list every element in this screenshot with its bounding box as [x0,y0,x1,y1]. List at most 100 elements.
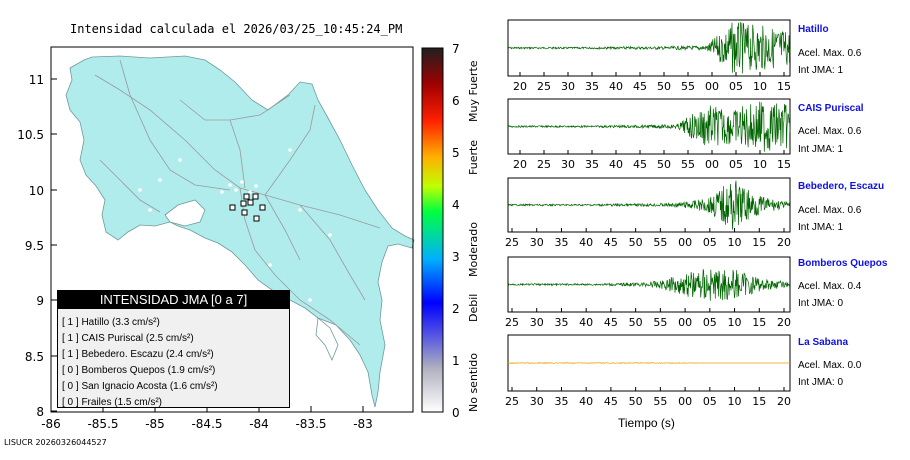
trace-tick-label: 45 [604,236,618,249]
station-acel: Acel. Max. 0.0 [798,360,862,371]
seismogram-panel: 25 30 35 40 45 50 55 00 05 10 15 20 [505,177,791,249]
trace-tick-label: 45 [604,316,618,329]
trace-tick-label: 50 [657,80,671,93]
station-name-cais-puriscal: CAIS Puriscal [798,103,864,114]
map-xtick-label: -83 [353,417,373,431]
seismogram-panel: 25 30 35 40 45 50 55 00 05 10 15 20 [505,334,791,408]
station-int: Int JMA: 1 [798,222,844,233]
trace-tick-label: 25 [505,316,519,329]
map-xtick-label: -83.5 [295,417,326,431]
trace-tick-label: 25 [537,80,551,93]
trace-tick-label: 40 [579,236,593,249]
trace-tick-label: 30 [530,316,544,329]
trace-tick-label: 05 [729,158,743,171]
trace-tick-label: 00 [705,158,719,171]
trace-tick-label: 35 [554,316,568,329]
legend-row: [ 1 ] Hatillo (3.3 cm/s²) [62,317,160,328]
legend-row: [ 1 ] CAIS Puriscal (2.5 cm/s²) [62,333,194,344]
intensity-legend: INTENSIDAD JMA [0 a 7] [ 1 ] Hatillo (3.… [57,290,290,408]
trace-tick-label: 30 [561,80,575,93]
waveform-line [507,180,791,230]
map-ytick-label: 10 [29,184,44,198]
waveform-line [507,361,790,365]
trace-tick-label: 00 [678,236,692,249]
trace-tick-label: 15 [752,395,766,408]
station-int: Int JMA: 0 [798,377,844,388]
map-ytick-label: 9.5 [25,239,44,253]
waveform-line [507,101,791,152]
colorbar [421,47,444,413]
map-frame [50,46,414,413]
trace-tick-label: 05 [703,395,717,408]
trace-tick-label: 40 [579,316,593,329]
map-xtick-label: -84.5 [191,417,222,431]
colorbar-tick: 6 [452,94,460,108]
trace-tick-label: 50 [629,236,643,249]
map-xtick-label: -84 [249,417,269,431]
trace-tick-label: 55 [681,158,695,171]
seismogram-panel: 25 30 35 40 45 50 55 00 05 10 15 20 [505,256,791,329]
waveform-line [507,269,791,301]
trace-tick-label: 40 [609,80,623,93]
station-int: Int JMA: 1 [798,144,844,155]
trace-tick-label: 30 [530,236,544,249]
map-title: Intensidad calculada el 2026/03/25_10:45… [70,22,403,36]
trace-tick-label: 45 [633,158,647,171]
colorbar-label-debil: Debil [467,294,480,322]
trace-tick-label: 45 [604,395,618,408]
trace-tick-label: 25 [537,158,551,171]
station-name-bebedero: Bebedero, Escazu [798,181,885,192]
legend-row: [ 1 ] Bebedero. Escazu (2.4 cm/s²) [62,349,214,360]
trace-tick-label: 15 [752,316,766,329]
station-name-hatillo: Hatillo [798,24,829,35]
colorbar-tick: 1 [452,354,460,368]
trace-tick-label: 10 [753,80,767,93]
trace-tick-label: 10 [728,395,742,408]
legend-row: [ 0 ] Bomberos Quepos (1.9 cm/s²) [62,365,216,376]
trace-tick-label: 50 [629,395,643,408]
trace-tick-label: 40 [609,158,623,171]
colorbar-tick: 0 [452,406,460,420]
city-dots [138,148,332,302]
trace-tick-label: 35 [554,236,568,249]
trace-tick-label: 35 [554,395,568,408]
colorbar-tick: 3 [452,250,460,264]
legend-title: INTENSIDAD JMA [0 a 7] [58,291,289,309]
trace-tick-label: 30 [530,395,544,408]
x-axis-label: Tiempo (s) [618,416,675,430]
trace-tick-label: 10 [728,316,742,329]
map-y-ticks [51,78,57,412]
colorbar-tick: 7 [452,42,460,56]
station-name-la-sabana: La Sabana [798,337,849,348]
station-acel: Acel. Max. 0.6 [798,205,862,216]
station-markers [229,193,266,222]
trace-tick-label: 20 [513,158,527,171]
trace-tick-label: 10 [728,236,742,249]
colorbar-tick: 2 [452,302,460,316]
golfo-dulce [315,317,339,362]
trace-tick-label: 50 [629,316,643,329]
trace-tick-label: 00 [678,395,692,408]
costa-rica-land [65,55,415,408]
station-acel: Acel. Max. 0.6 [798,48,862,59]
trace-tick-label: 15 [777,80,791,93]
trace-tick-label: 50 [657,158,671,171]
gulf-of-nicoya [164,199,206,227]
station-acel: Acel. Max. 0.4 [798,281,862,292]
trace-tick-label: 00 [705,80,719,93]
trace-tick-label: 20 [513,80,527,93]
trace-tick-label: 05 [703,316,717,329]
trace-tick-label: 30 [561,158,575,171]
trace-tick-label: 20 [777,236,791,249]
trace-tick-label: 15 [752,236,766,249]
seismogram-panel: 20 25 30 35 40 45 50 55 00 05 10 15 [507,19,791,93]
trace-tick-label: 00 [678,316,692,329]
trace-tick-label: 55 [653,316,667,329]
trace-tick-label: 55 [653,395,667,408]
waveform-line [507,21,791,74]
map-ytick-label: 11 [29,73,44,87]
trace-tick-label: 35 [585,158,599,171]
trace-tick-label: 10 [753,158,767,171]
station-name-bomberos-quepos: Bomberos Quepos [798,258,888,269]
